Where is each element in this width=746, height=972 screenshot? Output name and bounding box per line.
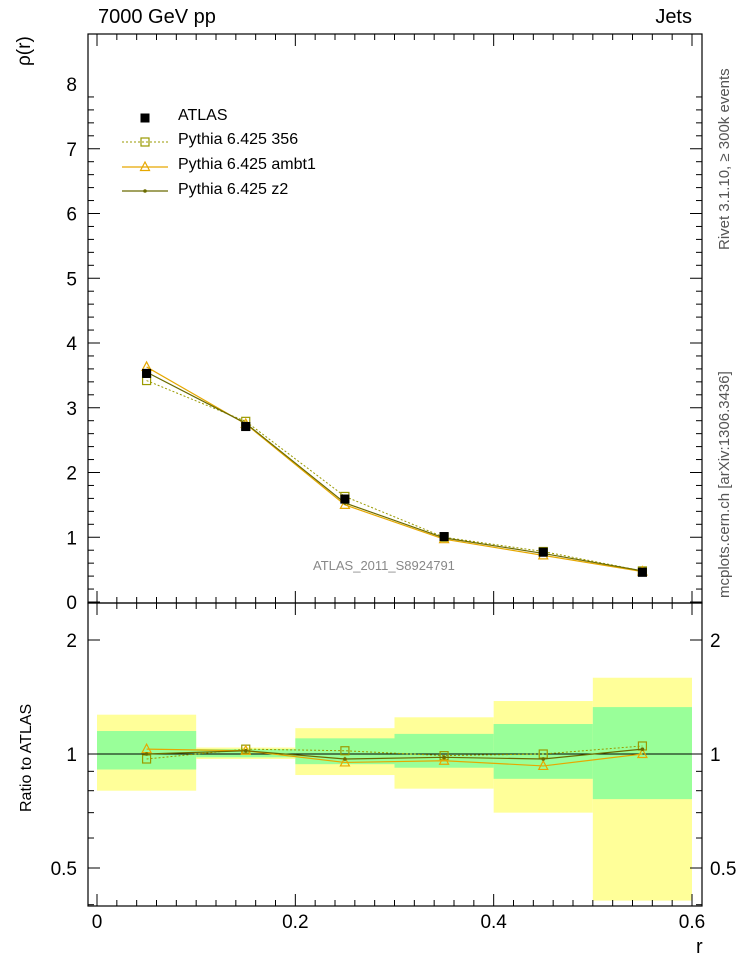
rivet-version-label: Rivet 3.1.10, ≥ 300k events [716,68,733,250]
main-point-data-top [538,547,548,557]
legend-label-z2: Pythia 6.425 z2 [178,181,289,198]
main-point-data-top [241,422,251,432]
main-plot-frame: 0 1 2 3 4 5 6 7 8 [66,33,703,614]
ratio-plot-series [141,741,648,771]
main-y-tick-label: 2 [66,464,77,485]
legend-marker-p356 [140,137,150,147]
main-y-tick-label: 8 [66,75,77,96]
main-y-tick-label: 6 [66,205,77,226]
main-y-tick-label: 5 [66,269,77,290]
ratio-line-z2 [146,748,643,760]
ratio-y-tick-label-right: 1 [710,745,721,766]
mcplots-reference-label: mcplots.cern.ch [arXiv:1306.3436] [716,371,733,598]
ratio-uncertainty-bands [97,677,692,901]
ratio-axis-label: Ratio to ATLAS [18,703,35,812]
band-inner-5 [592,707,692,800]
main-point-data-top [142,368,152,378]
ratio-point-ambt1 [339,756,351,767]
main-plot-series [141,360,648,577]
x-tick-label: 0 [92,912,103,933]
ratio-y-tick-label-left: 2 [66,631,77,652]
analysis-id-label: ATLAS_2011_S8924791 [313,558,455,573]
legend [122,113,168,193]
ratio-y-tick-label-right: 2 [710,631,721,652]
legend-marker-data [140,113,150,123]
ratio-line-ambt1 [146,748,643,767]
y-axis-label: ρ(r) [14,36,35,66]
main-line-z2 [146,371,643,572]
legend-label-ambt1: Pythia 6.425 ambt1 [178,156,316,173]
main-line-ambt1 [146,366,643,573]
ratio-point-z2 [243,748,248,753]
legend-label-356: Pythia 6.425 356 [178,131,299,148]
ratio-point-z2 [640,747,645,751]
ratio-point-z2 [144,752,149,756]
ratio-y-tick-label-right: 0.5 [710,859,736,880]
ratio-plot-frame: 0 0.2 0.4 0.6 0.5 0.5 1 1 2 2 [51,602,736,933]
ratio-point-z2 [343,757,347,761]
legend-label-atlas: ATLAS [178,107,228,124]
ratio-point-p356 [439,751,449,761]
ratio-y-tick-label-left: 0.5 [51,859,77,880]
ratio-point-ambt1 [240,744,252,755]
main-y-tick-label: 3 [66,399,77,420]
ratio-point-z2 [541,757,546,761]
header-energy-label: 7000 GeV pp [98,6,216,28]
ratio-y-tick-label-left: 1 [66,745,77,766]
x-tick-label: 0.2 [282,912,308,933]
x-tick-label: 0.6 [679,912,705,933]
main-y-tick-label: 4 [66,334,77,355]
main-y-tick-label: 7 [66,140,77,161]
main-y-tick-label: 1 [66,528,77,549]
main-y-tick-label: 0 [66,593,77,614]
x-tick-label: 0.4 [480,912,507,933]
ratio-point-ambt1 [636,747,648,759]
main-point-data-top [637,567,647,577]
main-point-data-top [439,532,449,542]
ratio-line-p356 [146,745,643,760]
legend-marker-z2 [143,189,147,193]
main-point-data-top [340,494,350,504]
x-axis-label: r [696,936,703,958]
ratio-point-p356 [340,746,350,756]
ratio-point-ambt1 [438,754,450,765]
ratio-point-ambt1 [537,759,549,771]
ratio-point-z2 [442,755,446,760]
legend-marker-ambt1 [139,160,151,172]
header-process-label: Jets [655,6,692,28]
